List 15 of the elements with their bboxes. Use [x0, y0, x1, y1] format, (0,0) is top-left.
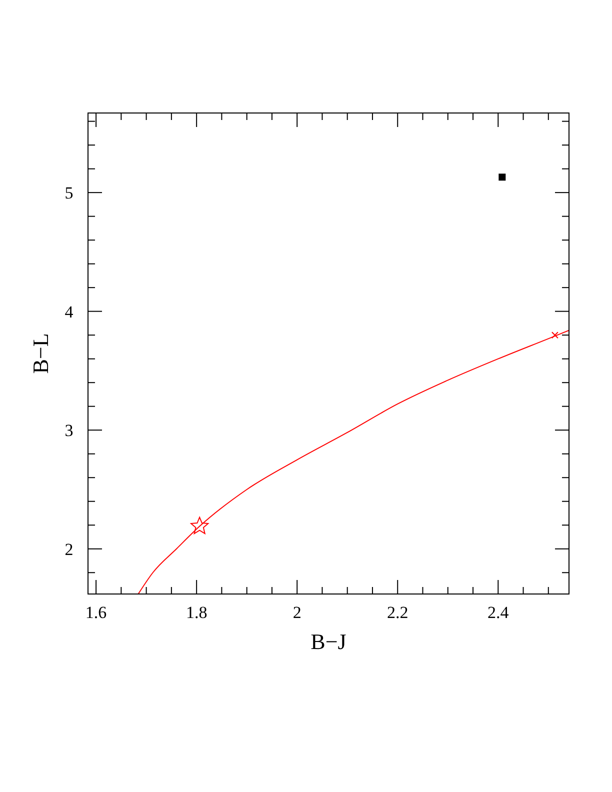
- x-tick-label: 2: [292, 603, 302, 622]
- y-tick-label: 5: [64, 184, 74, 203]
- point: [551, 332, 558, 339]
- point: [190, 516, 209, 534]
- line-series: [138, 330, 569, 594]
- y-tick-label: 2: [64, 540, 74, 559]
- point: [498, 174, 506, 181]
- x-tick-label: 1.8: [186, 603, 208, 622]
- y-tick-label: 3: [64, 421, 74, 440]
- x-axis-title: B−J: [310, 629, 347, 654]
- x-tick-label: 2.4: [488, 603, 510, 622]
- x-tick-label: 1.6: [85, 603, 107, 622]
- y-axis-title: B−L: [28, 333, 53, 374]
- x-tick-label: 2.2: [386, 603, 408, 622]
- y-tick-label: 4: [64, 302, 74, 322]
